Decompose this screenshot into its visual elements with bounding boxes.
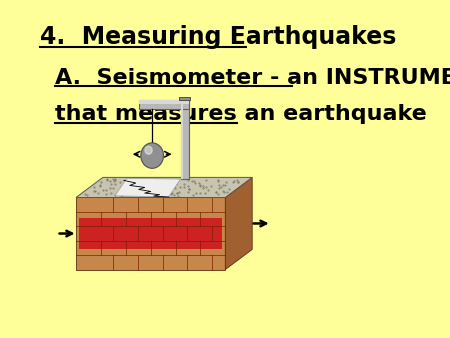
Polygon shape: [179, 97, 190, 100]
Polygon shape: [76, 197, 225, 270]
Polygon shape: [139, 100, 189, 104]
Polygon shape: [180, 100, 189, 179]
Text: that measures an earthquake: that measures an earthquake: [55, 104, 427, 124]
Polygon shape: [180, 100, 183, 179]
Circle shape: [145, 146, 152, 154]
Polygon shape: [79, 218, 222, 249]
Text: 4.  Measuring Earthquakes: 4. Measuring Earthquakes: [40, 25, 396, 49]
Polygon shape: [225, 177, 252, 270]
Polygon shape: [115, 178, 180, 197]
Polygon shape: [76, 177, 252, 197]
Polygon shape: [139, 100, 189, 108]
Text: A.  Seismometer - an INSTRUMENT: A. Seismometer - an INSTRUMENT: [55, 68, 450, 89]
Circle shape: [141, 143, 163, 168]
